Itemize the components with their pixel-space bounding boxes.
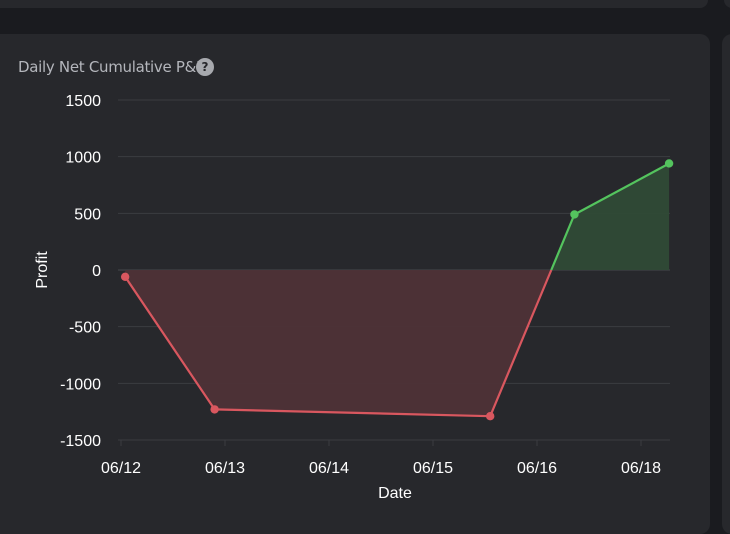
x-tick-label: 06/15 (413, 460, 453, 477)
y-tick-label: 500 (74, 206, 101, 223)
x-axis-label: Date (378, 485, 412, 502)
y-axis-label: Profit (34, 251, 51, 289)
top-right-card-edge (724, 0, 730, 8)
card-title: Daily Net Cumulative P&L (18, 58, 205, 76)
y-tick-label: 1000 (65, 150, 101, 167)
negative-line (124, 269, 553, 418)
data-point (210, 405, 219, 414)
top-card-edge (0, 0, 708, 8)
data-point (664, 159, 674, 168)
y-tick-label: -1000 (60, 376, 101, 393)
data-point (120, 272, 130, 281)
x-tick-label: 06/14 (309, 460, 349, 477)
y-tick-label: -1500 (60, 433, 101, 450)
side-card-edge (722, 34, 730, 534)
x-tick-label: 06/12 (101, 460, 141, 477)
x-tick-label: 06/13 (205, 460, 245, 477)
data-point (486, 412, 495, 421)
y-tick-label: 1500 (65, 93, 101, 110)
y-tick-label: -500 (69, 320, 101, 337)
positive-area (551, 163, 670, 270)
data-point (570, 210, 579, 219)
negative-area (125, 270, 552, 417)
x-tick-label: 06/18 (621, 460, 661, 477)
question-mark-icon[interactable]: ? (196, 58, 214, 76)
x-tick-label: 06/16 (517, 460, 557, 477)
y-tick-label: 0 (92, 263, 101, 280)
